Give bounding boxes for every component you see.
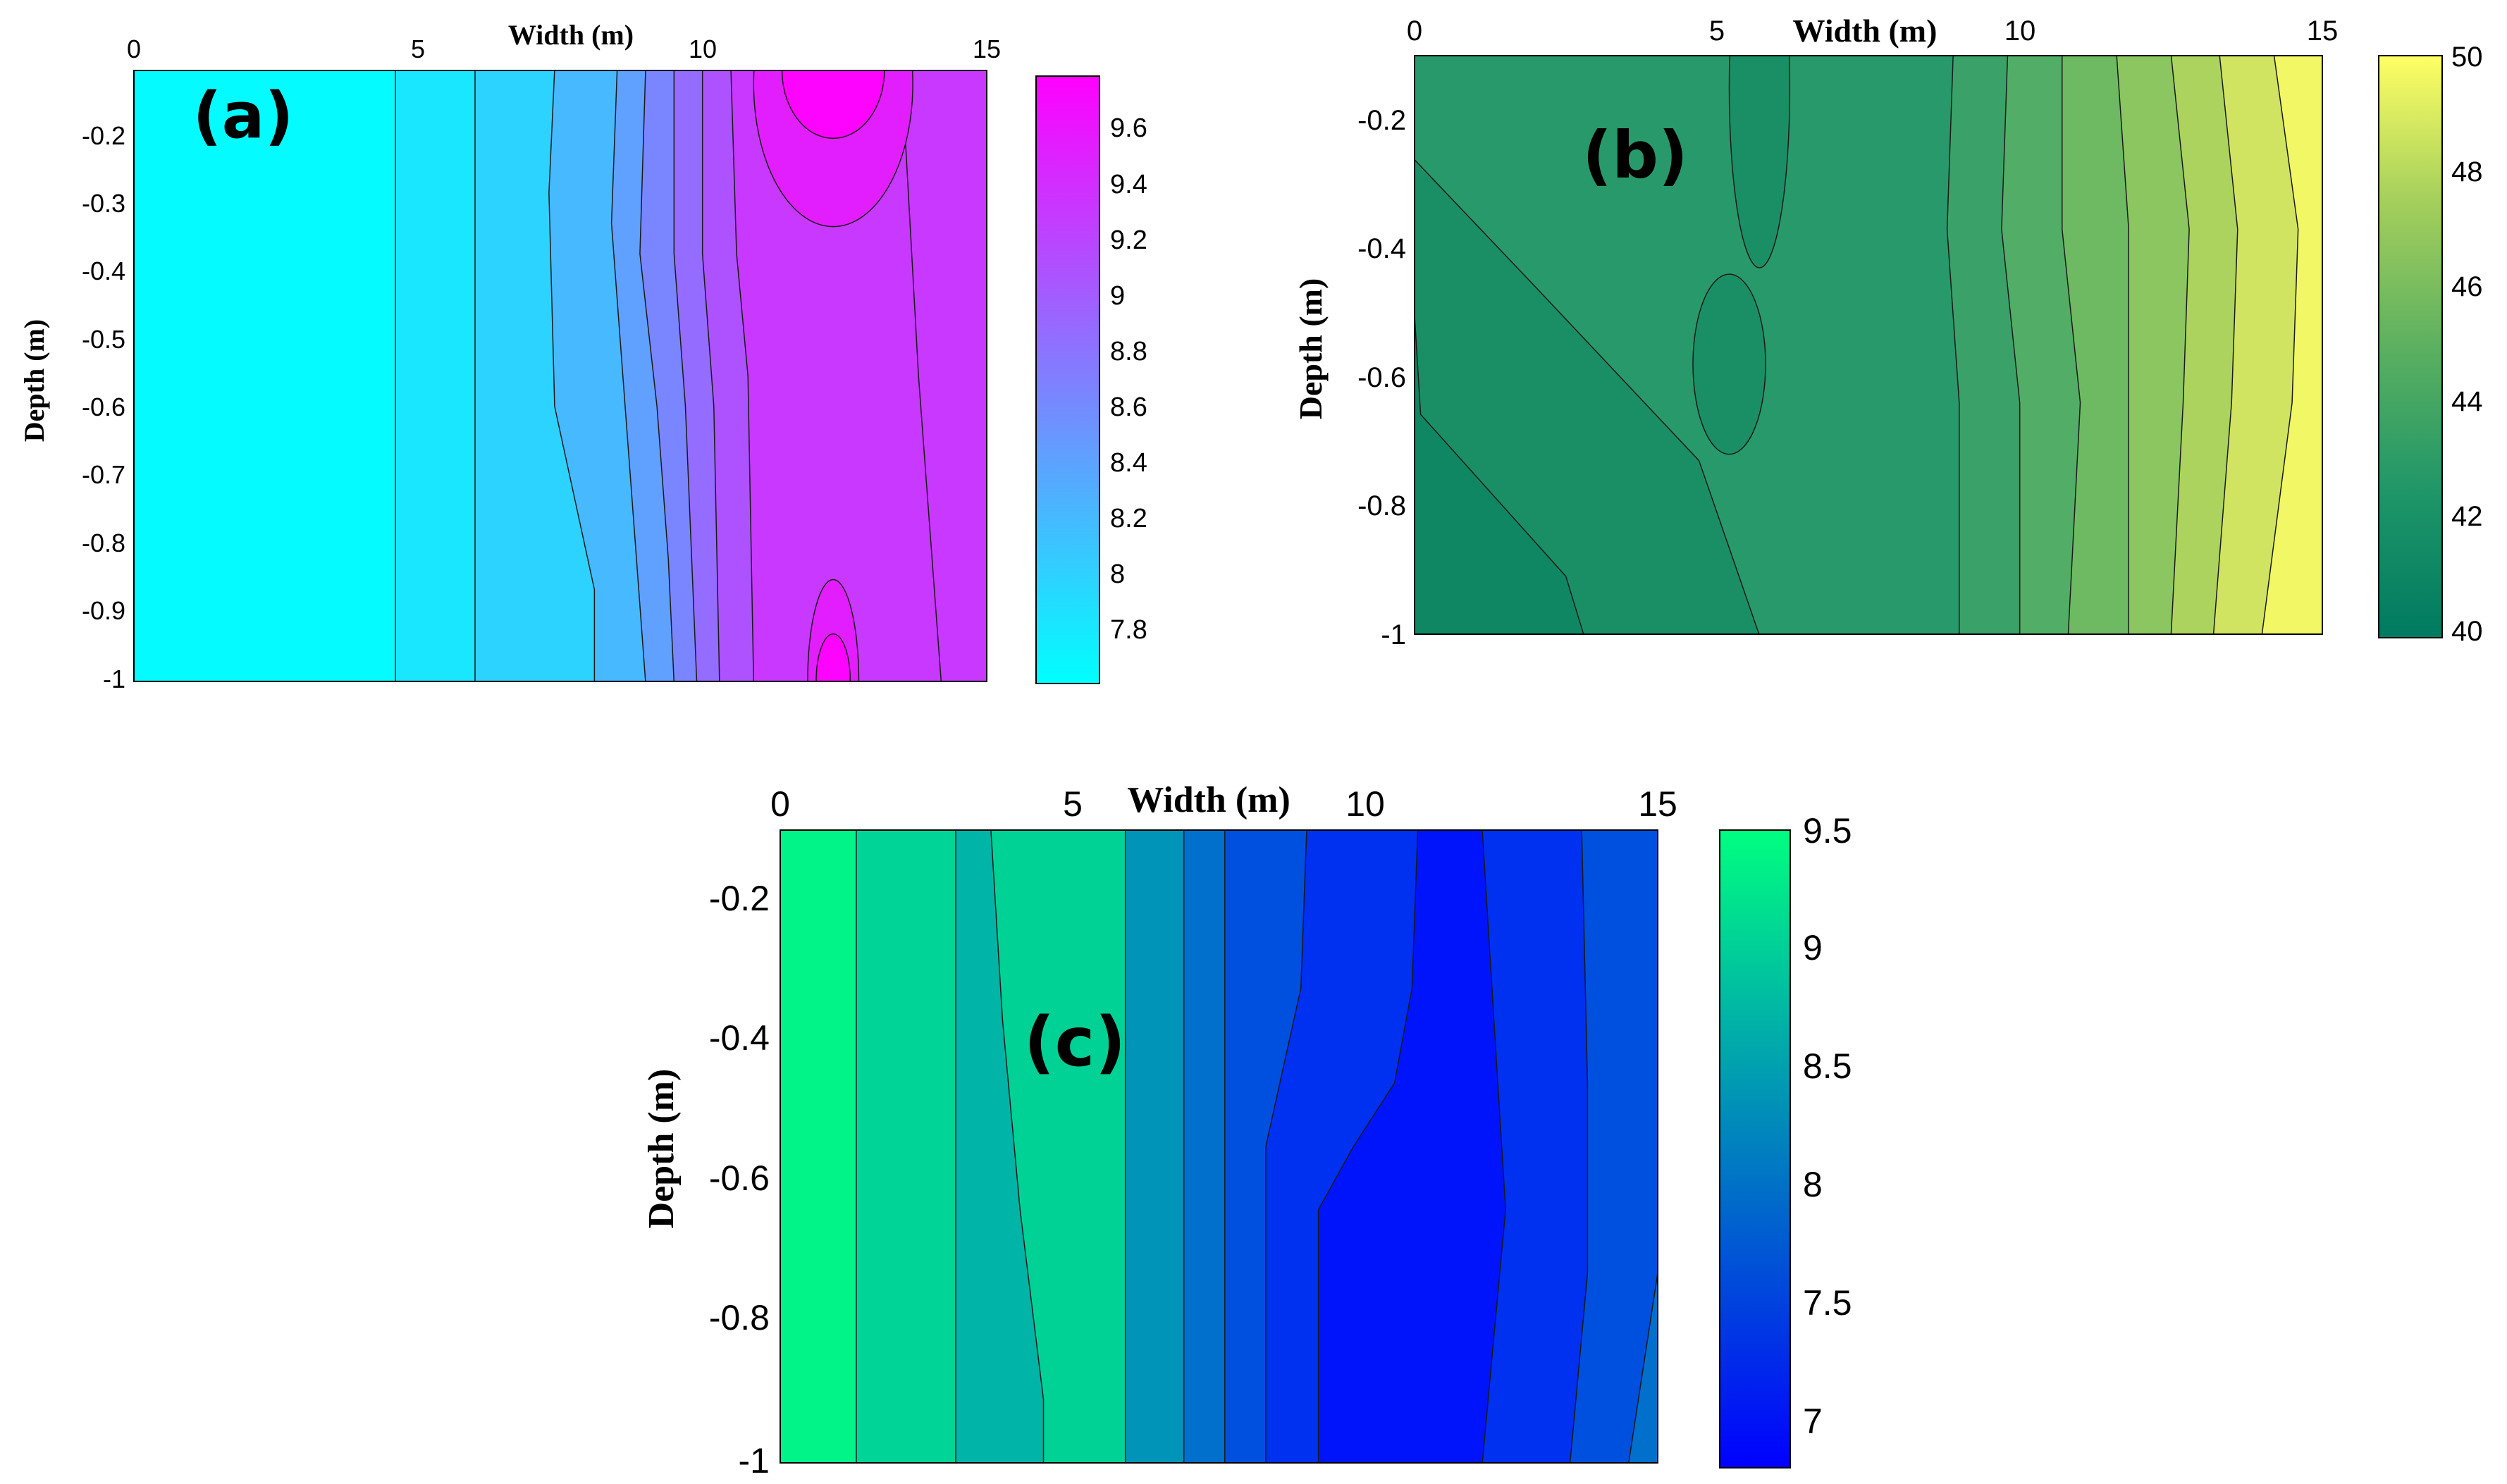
colorbar-b (2378, 55, 2443, 638)
y-tick-b: -1 (1381, 619, 1406, 650)
x-tick-a: 10 (689, 35, 717, 63)
colorbar-tick-b: 48 (2451, 156, 2483, 187)
panel-c: 0 5 10 15 -0.2 -0.4 -0.6 -0.8 -1 Width (… (641, 780, 1852, 1480)
contour-band-right (1628, 830, 1658, 1463)
x-tick-b: 15 (2307, 16, 2339, 47)
y-tick-b: -0.8 (1357, 490, 1406, 521)
colorbar-c (1719, 829, 1791, 1468)
x-ticks-b: 0 5 10 15 (1407, 16, 2338, 47)
x-axis-title-b: Width (m) (1793, 13, 1938, 49)
x-tick-a: 0 (127, 35, 141, 63)
contour-blob (781, 70, 885, 140)
contour-band (134, 70, 396, 681)
panel-a: 0 5 10 15 -0.2 -0.3 -0.4 -0.5 -0.6 -0.7 … (18, 19, 1147, 693)
y-axis-title-b: Depth (m) (1293, 278, 1329, 420)
colorbar-tick-c: 7 (1803, 1402, 1823, 1441)
colorbar-tick-a: 9.6 (1110, 113, 1147, 143)
y-tick-b: -0.2 (1357, 105, 1406, 136)
x-tick-b: 0 (1407, 16, 1422, 47)
y-tick-a: -0.4 (82, 256, 125, 285)
plot-frame-b (1414, 55, 2323, 635)
y-tick-c: -0.4 (709, 1018, 770, 1058)
contour-plot-c (780, 830, 1658, 1463)
colorbar-tick-a: 9.2 (1110, 225, 1147, 255)
contour-plot-b (1415, 56, 2322, 634)
y-tick-a: -1 (103, 664, 125, 693)
y-tick-c: -0.8 (709, 1298, 770, 1337)
x-ticks-c: 0 5 10 15 (770, 784, 1677, 824)
y-tick-b: -0.6 (1357, 362, 1406, 393)
y-tick-a: -0.2 (82, 121, 125, 150)
x-tick-b: 5 (1709, 16, 1725, 47)
x-tick-c: 10 (1345, 784, 1385, 824)
panel-b: 0 5 10 15 -0.2 -0.4 -0.6 -0.8 -1 Width (… (1293, 13, 2483, 650)
colorbar-tick-a: 8.8 (1110, 337, 1147, 366)
x-axis-title-a: Width (m) (508, 19, 634, 51)
panel-label-c: (c) (1024, 1003, 1126, 1082)
plot-frame-c (780, 829, 1658, 1464)
y-tick-a: -0.8 (82, 528, 125, 557)
colorbar-tick-c: 9 (1803, 928, 1823, 967)
y-tick-c: -0.6 (709, 1158, 770, 1198)
y-tick-b: -0.4 (1357, 233, 1406, 264)
x-tick-a: 15 (973, 35, 1001, 63)
colorbar-tick-b: 40 (2451, 616, 2483, 647)
y-axis-title-a: Depth (m) (18, 319, 50, 442)
x-tick-a: 5 (411, 35, 425, 63)
colorbar-tick-a: 8.4 (1110, 448, 1147, 478)
colorbar-tick-a: 9.4 (1110, 170, 1147, 199)
colorbar-tick-b: 44 (2451, 386, 2483, 417)
contour-plot-a (134, 70, 987, 681)
y-tick-a: -0.6 (82, 392, 125, 421)
colorbar-ticks-a: 9.6 9.4 9.2 9 8.8 8.6 8.4 8.2 8 7.8 (1110, 113, 1147, 645)
x-ticks-a: 0 5 10 15 (127, 35, 1001, 63)
x-tick-c: 15 (1638, 784, 1677, 824)
y-tick-c: -1 (739, 1441, 770, 1480)
plot-frame-a (133, 70, 987, 682)
y-ticks-a: -0.2 -0.3 -0.4 -0.5 -0.6 -0.7 -0.8 -0.9 … (82, 121, 125, 693)
colorbar-tick-c: 8.5 (1803, 1046, 1852, 1086)
x-tick-c: 5 (1063, 784, 1083, 824)
y-ticks-c: -0.2 -0.4 -0.6 -0.8 -1 (709, 879, 770, 1480)
contour-band-right (901, 70, 987, 681)
contour-blob (1692, 273, 1766, 455)
colorbar-tick-c: 7.5 (1803, 1283, 1852, 1323)
x-tick-c: 0 (770, 784, 790, 824)
y-tick-c: -0.2 (709, 879, 770, 918)
y-tick-a: -0.3 (82, 189, 125, 218)
colorbar-tick-a: 9 (1110, 281, 1125, 311)
y-axis-title-c: Depth (m) (641, 1069, 682, 1229)
colorbar-a (1035, 75, 1100, 684)
colorbar-tick-c: 9.5 (1803, 811, 1852, 851)
y-tick-a: -0.5 (82, 325, 125, 354)
colorbar-tick-a: 8.2 (1110, 504, 1147, 533)
panel-label-a: (a) (193, 79, 294, 153)
colorbar-tick-b: 50 (2451, 42, 2483, 73)
y-tick-a: -0.7 (82, 460, 125, 489)
x-axis-title-c: Width (m) (1127, 780, 1291, 820)
panel-label-b: (b) (1582, 118, 1688, 193)
colorbar-tick-a: 7.8 (1110, 615, 1147, 645)
y-ticks-b: -0.2 -0.4 -0.6 -0.8 -1 (1357, 105, 1406, 650)
colorbar-ticks-c: 9.5 9 8.5 8 7.5 7 (1803, 811, 1852, 1441)
contour-blob (1728, 56, 1791, 268)
y-tick-a: -0.9 (82, 596, 125, 625)
colorbar-tick-a: 8 (1110, 559, 1125, 589)
colorbar-ticks-b: 50 48 46 44 42 40 (2451, 42, 2483, 647)
x-tick-b: 10 (2004, 16, 2036, 47)
colorbar-tick-c: 8 (1803, 1165, 1823, 1204)
colorbar-tick-a: 8.6 (1110, 392, 1147, 422)
colorbar-tick-b: 42 (2451, 501, 2483, 532)
colorbar-tick-b: 46 (2451, 271, 2483, 302)
contour-band (780, 830, 857, 1463)
